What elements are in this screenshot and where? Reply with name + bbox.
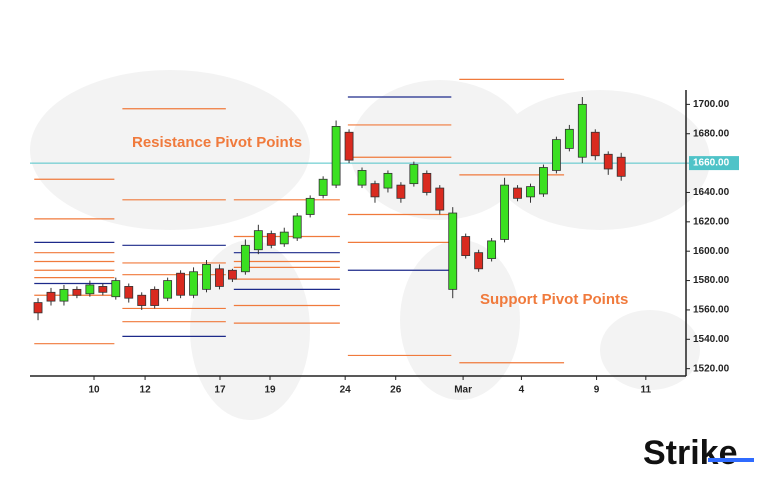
plot: 1520.00 1540.00 1560.00 1580.00 1600.00 1620.… [30,78,739,396]
candle-body [409,164,419,185]
candle-body [551,139,561,171]
candle-body [137,294,147,306]
candle-body [513,187,522,199]
candle-body [111,280,121,298]
price-label: 1660.00 [693,158,730,169]
x-tick-label: 11 [641,385,652,396]
candle-body [215,268,224,287]
brand-underline [708,458,754,462]
candle-body [85,284,95,295]
candle-body [266,233,276,246]
x-tick-label: Mar [454,385,472,396]
candle-body [539,167,548,195]
candle-body [422,172,432,193]
candle-body [228,269,237,280]
candle-body [163,280,173,299]
x-tick-label: 9 [594,385,600,396]
y-tick-label: 1580.00 [693,275,730,286]
x-tick-label: 26 [390,385,402,396]
y-tick-label: 1520.00 [693,363,730,374]
candle-body [344,131,354,161]
candle-body [590,131,600,157]
y-tick-label: 1680.00 [693,128,730,139]
candle-body [305,197,315,215]
candle-body [616,156,626,177]
candle-body [202,264,211,290]
y-tick-label: 1600.00 [693,246,730,257]
candle-body [331,125,341,186]
candle-body [72,288,82,296]
candle-body [59,288,69,302]
y-tick-label: 1620.00 [693,216,730,227]
candle-body [176,272,186,296]
y-tick-label: 1560.00 [693,305,730,316]
candle-body [577,103,587,158]
x-tick-label: 17 [214,385,226,396]
candle-body [487,240,497,259]
price-label-box [689,156,739,171]
candle-body [33,302,43,314]
candle-body [124,286,134,299]
brand-logo: Strike [643,434,738,472]
candle-body [370,183,380,198]
candle-body [396,184,406,199]
candle-body [603,153,613,170]
candle-body [526,186,535,198]
candle-body [279,231,289,245]
candle-body [461,236,471,256]
candle-body [292,215,302,239]
x-tick-label: 19 [264,385,276,396]
candle-body [253,230,263,251]
x-tick-label: 24 [340,385,352,396]
candle-body [564,128,574,149]
x-tick-label: 10 [88,385,100,396]
candle-body [357,170,367,186]
candle-body [500,184,509,240]
candle-body [448,212,458,290]
candle-body [240,244,250,273]
y-tick-label: 1700.00 [693,99,730,110]
annotation: Support Pivot Points [480,291,628,308]
x-tick-label: 12 [140,385,152,396]
candle-body [435,187,445,211]
candle-body [98,286,108,293]
candle-body [189,271,198,296]
x-tick-label: 4 [519,385,525,396]
candle-body [474,252,484,270]
y-tick-label: 1640.00 [693,187,730,198]
candle-body [150,288,160,306]
candle-body [318,178,328,196]
y-tick-label: 1540.00 [693,334,730,345]
annotation: Resistance Pivot Points [132,134,302,151]
candle-body [383,172,393,189]
candle-body [46,291,56,302]
